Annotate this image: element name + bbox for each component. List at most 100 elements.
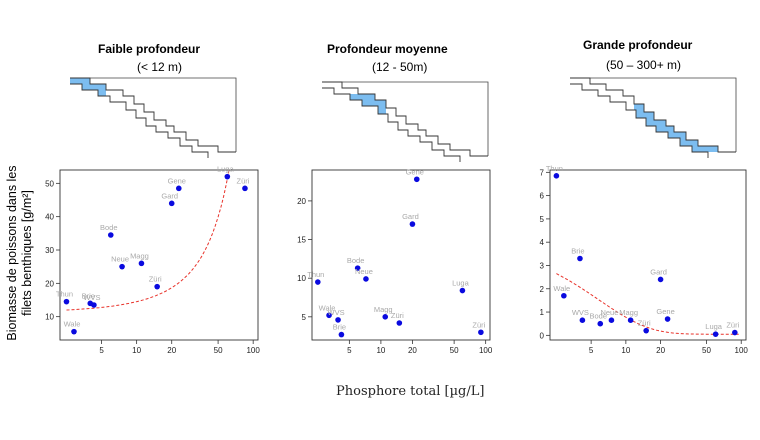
point-label: Brie bbox=[82, 291, 95, 300]
x-axis-label: Phosphore total [µg/L] bbox=[336, 384, 485, 399]
data-point bbox=[107, 232, 114, 238]
y-tick-label: 50 bbox=[45, 179, 54, 188]
x-tick-label: 10 bbox=[621, 346, 630, 355]
point-label: Thun bbox=[546, 164, 563, 173]
chart-deep: 0 1 2 3 4 5 6 7 5 10 20 50 100 Thun Brie Wale WVS BodeNeu… bbox=[540, 164, 749, 355]
panel-1-title: Faible profondeur bbox=[98, 42, 200, 56]
point-label: Luga bbox=[705, 322, 723, 331]
point-label: Gene bbox=[656, 307, 674, 316]
y-tick-label: 1 bbox=[540, 308, 545, 317]
data-point bbox=[396, 320, 403, 326]
panel-3-subtitle: (50 – 300+ m) bbox=[606, 58, 682, 72]
x-tick-label: 50 bbox=[214, 346, 223, 355]
point-label: WVS bbox=[572, 308, 589, 317]
point-label: Gene bbox=[168, 176, 186, 185]
data-point bbox=[138, 260, 145, 267]
point-label: Gard bbox=[650, 267, 667, 276]
data-point bbox=[478, 329, 484, 336]
data-point bbox=[597, 320, 604, 327]
point-label: Magg bbox=[130, 251, 149, 260]
data-point bbox=[363, 276, 369, 282]
data-point bbox=[242, 185, 248, 192]
y-tick-label: 6 bbox=[540, 192, 545, 201]
data-point bbox=[664, 316, 671, 322]
point-label: Bode bbox=[590, 312, 608, 321]
data-point bbox=[561, 292, 567, 299]
y-tick-label: 20 bbox=[297, 197, 306, 206]
y-tick-label: 15 bbox=[297, 236, 306, 245]
point-label: Wale bbox=[64, 320, 81, 329]
data-point bbox=[71, 328, 77, 335]
point-label: Brie bbox=[571, 246, 584, 255]
point-label: Magg bbox=[374, 305, 393, 314]
point-label: Züri bbox=[726, 321, 739, 330]
x-tick-label: 100 bbox=[246, 346, 260, 355]
point-label: Züri bbox=[236, 176, 249, 185]
y-axis-label: Biomasse de poissons dans les filets ben… bbox=[5, 153, 35, 353]
y-tick-label: 2 bbox=[540, 285, 545, 294]
point-label: Luga bbox=[452, 279, 470, 288]
point-label: WVS bbox=[328, 308, 345, 317]
panel-3-title: Grande profondeur bbox=[583, 38, 693, 52]
x-tick-label: 5 bbox=[99, 346, 104, 355]
x-tick-label: 10 bbox=[376, 346, 385, 355]
data-point bbox=[712, 331, 719, 337]
panel-2-subtitle: (12 - 50m) bbox=[372, 60, 428, 74]
data-point bbox=[382, 314, 389, 320]
y-tick-label: 10 bbox=[297, 274, 306, 283]
data-point bbox=[168, 200, 175, 207]
x-tick-label: 10 bbox=[132, 346, 141, 355]
data-point bbox=[459, 287, 466, 294]
data-point bbox=[413, 176, 420, 183]
data-point bbox=[732, 329, 738, 336]
y-tick-label: 0 bbox=[540, 331, 545, 340]
y-tick-label: 40 bbox=[45, 213, 54, 222]
x-tick-label: 20 bbox=[656, 346, 665, 355]
data-point bbox=[657, 276, 664, 283]
x-tick-label: 20 bbox=[167, 346, 176, 355]
y-axis-label-line1: Biomasse de poissons dans les bbox=[5, 165, 19, 341]
point-label: Züri bbox=[149, 275, 162, 284]
depth-zone-highlight bbox=[634, 104, 718, 152]
y-tick-label: 20 bbox=[45, 279, 54, 288]
data-point bbox=[553, 173, 560, 179]
y-tick-label: 4 bbox=[540, 238, 545, 247]
depth-zone-highlight bbox=[70, 78, 106, 96]
point-label: WVS bbox=[83, 293, 100, 302]
data-point bbox=[579, 317, 586, 324]
plot-frame bbox=[59, 169, 259, 341]
plot-frame bbox=[549, 169, 747, 341]
data-point bbox=[315, 279, 321, 285]
y-tick-label: 3 bbox=[540, 261, 545, 270]
depth-diagram-medium bbox=[322, 81, 489, 162]
y-axis-label-line2: filets benthiques [g/m²] bbox=[20, 190, 34, 316]
x-tick-label: 100 bbox=[735, 346, 749, 355]
x-tick-label: 50 bbox=[702, 346, 711, 355]
data-point bbox=[119, 263, 125, 270]
data-point bbox=[335, 317, 341, 323]
point-label: Gene bbox=[406, 167, 424, 176]
point-label: Neue bbox=[111, 255, 129, 264]
depth-zone-highlight bbox=[350, 88, 386, 114]
x-tick-label: 50 bbox=[450, 346, 459, 355]
point-label: Magg bbox=[619, 308, 638, 317]
point-label: Züri bbox=[472, 320, 485, 329]
data-point bbox=[326, 312, 332, 319]
data-point bbox=[91, 302, 97, 308]
data-point bbox=[224, 173, 231, 180]
point-label: Züri bbox=[391, 311, 404, 320]
data-point bbox=[154, 283, 160, 290]
y-tick-label: 30 bbox=[45, 246, 54, 255]
x-tick-label: 5 bbox=[347, 346, 352, 355]
x-tick-label: 5 bbox=[589, 346, 594, 355]
y-tick-label: 10 bbox=[45, 313, 54, 322]
x-tick-label: 20 bbox=[408, 346, 417, 355]
point-label: Luga bbox=[217, 165, 235, 174]
data-point bbox=[338, 331, 345, 338]
fit-curve bbox=[556, 273, 739, 335]
data-point bbox=[643, 327, 649, 334]
depth-diagram-deep bbox=[570, 77, 737, 158]
point-label: Thun bbox=[56, 290, 73, 299]
